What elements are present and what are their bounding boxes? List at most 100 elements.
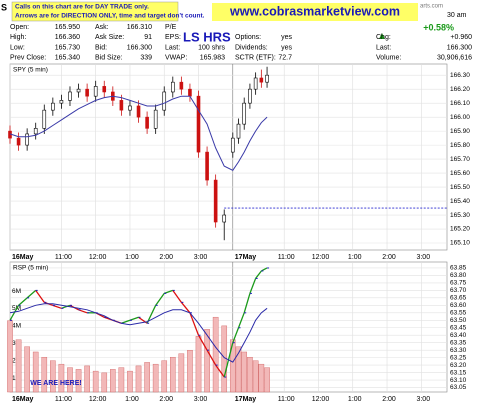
y-tick-label: 63.70: [450, 287, 467, 294]
y-tick-label: 63.60: [450, 302, 467, 309]
x-tick-label: 1:00: [348, 254, 362, 261]
volume-bar: [195, 336, 202, 393]
field-label: Bid:: [95, 44, 107, 51]
volume-bar: [118, 367, 125, 393]
volume-bar: [247, 356, 253, 393]
price-segment: [9, 305, 20, 321]
candle-body: [222, 214, 227, 223]
candle-body: [145, 116, 149, 129]
candle-body: [25, 133, 29, 146]
candle-body: [196, 95, 201, 153]
volume-bar: [41, 356, 48, 393]
up-arrow: [379, 33, 385, 39]
y-tick-label: 165.30: [450, 212, 470, 219]
volume-bar: [144, 362, 150, 393]
callout: WE ARE HERE!: [30, 380, 81, 387]
volume-bar: [75, 369, 82, 393]
x-tick-label: 2:00: [382, 396, 396, 403]
website-box: [212, 3, 418, 21]
volume-bar: [7, 320, 13, 393]
volume-bar: [67, 367, 73, 393]
y-tick-label: 165.60: [450, 170, 470, 177]
volume-bar: [84, 365, 90, 393]
field-label: Last:: [165, 44, 180, 51]
candle-body: [33, 128, 38, 135]
x-tick-label: 12:00: [89, 254, 107, 261]
field-value: +0.960: [450, 34, 472, 41]
field-value: yes: [281, 44, 292, 51]
field-label: SCTR (ETF):: [235, 55, 276, 62]
volume-bar: [92, 370, 99, 393]
notes-box: [11, 1, 179, 22]
candle-body: [68, 91, 72, 101]
field-value: 100 shrs: [198, 44, 225, 51]
candle-body: [162, 91, 167, 111]
x-tick-label: 3:00: [416, 396, 430, 403]
volume-bar: [212, 316, 219, 393]
y2-tick-label: 6M: [12, 288, 21, 295]
field-value: 166.300: [127, 44, 152, 51]
y-tick-label: 165.80: [450, 142, 470, 149]
field-value: 91: [144, 34, 152, 41]
plot-area: [9, 63, 448, 251]
volume-bar: [178, 353, 185, 393]
field-value: 30,906,616: [437, 55, 472, 62]
moving-average: [9, 95, 268, 171]
candle-body: [188, 88, 192, 97]
volume-bar: [24, 346, 30, 393]
x-tick-label: 16May: [12, 396, 34, 403]
y-tick-label: 63.35: [450, 339, 467, 346]
volume-bar: [170, 356, 176, 393]
price-segment: [249, 278, 257, 294]
y-tick-label: 166.20: [450, 86, 470, 93]
field-label: Chg:: [376, 34, 391, 41]
x-tick-label: 17May: [235, 396, 257, 403]
field-label: High:: [10, 34, 26, 41]
x-tick-label: 2:00: [159, 396, 173, 403]
candle-body: [179, 81, 184, 90]
x-tick-label: 16May: [12, 254, 34, 261]
candle-body: [230, 137, 235, 153]
candle-body: [93, 86, 98, 97]
y-tick-label: 166.10: [450, 100, 470, 107]
field-label: Low:: [10, 44, 25, 51]
y-tick-label: 165.90: [450, 128, 470, 135]
candle-body: [153, 109, 158, 129]
volume-bar: [204, 329, 210, 393]
x-tick-label: 3:00: [194, 254, 208, 261]
moving-average: [9, 303, 268, 363]
volume-bar: [187, 350, 193, 393]
candle-body: [242, 102, 247, 125]
price-segment: [172, 290, 182, 303]
y-tick-label: 165.10: [450, 240, 470, 247]
field-label: VWAP:: [165, 55, 187, 62]
field-value: 165.340: [55, 55, 80, 62]
candle-body: [265, 74, 269, 83]
panel-title: SPY (5 min): [13, 67, 48, 74]
note: Calls on this chart are for DAY TRADE on…: [15, 4, 149, 11]
volume-bar: [252, 360, 259, 393]
y-tick-label: 63.05: [450, 384, 467, 391]
candle-body: [42, 109, 47, 129]
price-segment: [232, 327, 240, 343]
x-tick-label: 12:00: [312, 396, 330, 403]
candle-body: [128, 105, 132, 111]
change-pct: +0.58%: [423, 22, 454, 32]
candle-body: [136, 105, 141, 118]
x-tick-label: 17May: [235, 254, 257, 261]
y2-tick-label: 4M: [12, 323, 21, 330]
y-tick-label: 165.50: [450, 184, 470, 191]
field-label: EPS:: [165, 34, 181, 41]
y-tick-label: 63.50: [450, 317, 467, 324]
corner-label: S: [1, 2, 7, 12]
volume-bar: [15, 339, 22, 393]
field-label: Open:: [10, 24, 29, 31]
overlay-label: LS HRS: [183, 29, 231, 44]
field-value: 165.983: [200, 55, 225, 62]
volume-bar: [152, 363, 159, 393]
candle-body: [16, 137, 21, 146]
price-segment: [237, 312, 245, 328]
field-value: 165.950: [55, 24, 80, 31]
y-tick-label: 63.45: [450, 324, 467, 331]
